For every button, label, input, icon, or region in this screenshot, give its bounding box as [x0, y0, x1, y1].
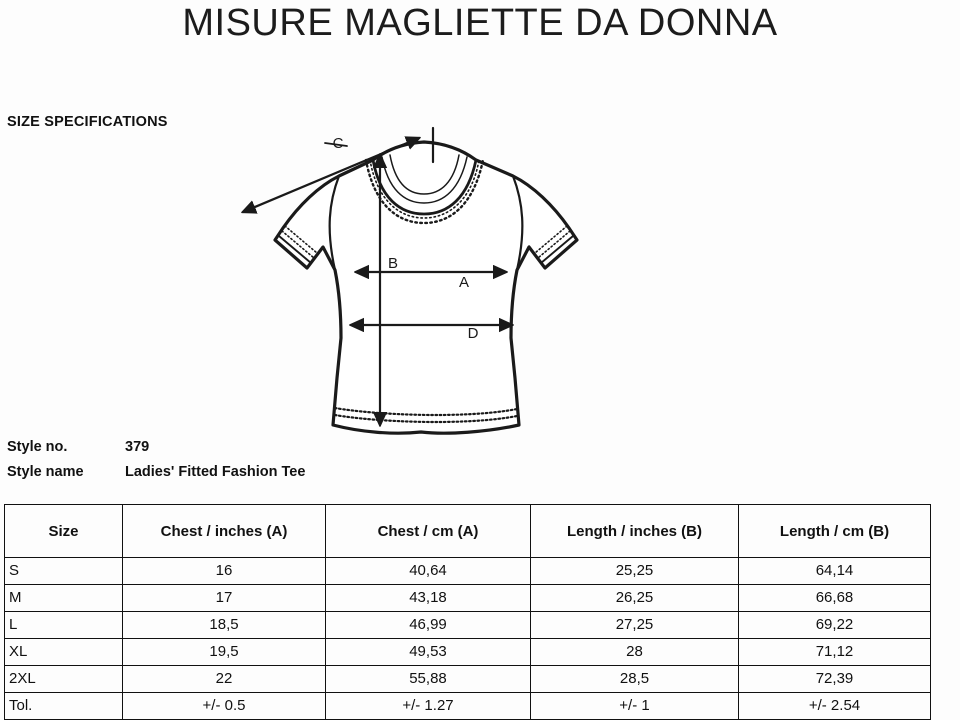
cell-chest-cm: 49,53	[325, 638, 531, 666]
cell-length-cm: 66,68	[738, 584, 931, 612]
cell-chest-cm: 40,64	[325, 557, 531, 585]
section-heading: SIZE SPECIFICATIONS	[7, 114, 168, 130]
cell-chest-cm: 43,18	[325, 584, 531, 612]
cell-chest-cm: 46,99	[325, 611, 531, 639]
cell-chest-cm: +/- 1.27	[325, 692, 531, 720]
cell-chest-in: 22	[122, 665, 326, 693]
bottom-hem-stitch-1	[333, 406, 519, 417]
style-name-label: Style name	[7, 464, 84, 480]
left-cuff-stitch-1	[281, 230, 315, 259]
table-row: L 18,5 46,99 27,25 69,22	[4, 611, 931, 639]
column-header-length-cm: Length / cm (B)	[738, 504, 931, 558]
left-cuff-hem	[278, 235, 312, 264]
table-header-row: Size Chest / inches (A) Chest / cm (A) L…	[4, 504, 931, 558]
tshirt-illustration: A B C D	[225, 126, 579, 435]
cell-chest-in: 17	[122, 584, 326, 612]
column-header-chest-in: Chest / inches (A)	[122, 504, 326, 558]
table-body: S 16 40,64 25,25 64,14 M 17 43,18 26,25 …	[4, 557, 931, 720]
label-a: A	[459, 274, 469, 291]
right-cuff-stitch-1	[537, 230, 571, 259]
measure-line-c	[243, 138, 419, 212]
cell-length-in: +/- 1	[530, 692, 739, 720]
cell-chest-in: 18,5	[122, 611, 326, 639]
cell-length-in: 26,25	[530, 584, 739, 612]
right-armhole-seam	[511, 174, 531, 272]
page-title: MISURE MAGLIETTE DA DONNA	[182, 2, 778, 44]
cell-size: M	[4, 584, 123, 612]
style-info: Style no. 379 Style name Ladies' Fitted …	[7, 435, 305, 485]
style-no-row: Style no. 379	[7, 435, 305, 460]
cell-length-cm: 72,39	[738, 665, 931, 693]
style-no-label: Style no.	[7, 439, 68, 455]
cell-length-cm: 64,14	[738, 557, 931, 585]
cell-length-in: 25,25	[530, 557, 739, 585]
label-c: C	[333, 135, 344, 152]
size-specifications-table: Size Chest / inches (A) Chest / cm (A) L…	[4, 504, 931, 720]
cell-size: 2XL	[4, 665, 123, 693]
cell-size: L	[4, 611, 123, 639]
measure-leader-c	[324, 142, 348, 147]
cell-length-cm: +/- 2.54	[738, 692, 931, 720]
bottom-hem-stitch-2	[333, 413, 519, 424]
label-d: D	[468, 325, 479, 342]
left-cuff-stitch-2	[284, 225, 318, 254]
right-cuff-stitch-2	[534, 225, 568, 254]
table-row: M 17 43,18 26,25 66,68	[4, 584, 931, 612]
column-header-chest-cm: Chest / cm (A)	[325, 504, 531, 558]
cell-size: Tol.	[4, 692, 123, 720]
cell-chest-in: 16	[122, 557, 326, 585]
cell-length-cm: 71,12	[738, 638, 931, 666]
table-row: S 16 40,64 25,25 64,14	[4, 557, 931, 585]
table-row: XL 19,5 49,53 28 71,12	[4, 638, 931, 666]
style-name-row: Style name Ladies' Fitted Fashion Tee	[7, 460, 305, 485]
right-cuff-hem	[540, 235, 574, 264]
cell-length-in: 28,5	[530, 665, 739, 693]
table-row: 2XL 22 55,88 28,5 72,39	[4, 665, 931, 693]
garment-diagram: A B C D	[225, 110, 625, 445]
table-header: Size Chest / inches (A) Chest / cm (A) L…	[4, 504, 931, 558]
style-name-value: Ladies' Fitted Fashion Tee	[125, 464, 306, 480]
label-b: B	[388, 255, 398, 272]
cell-length-in: 27,25	[530, 611, 739, 639]
tshirt-outline	[273, 140, 579, 435]
cell-size: S	[4, 557, 123, 585]
column-header-length-in: Length / inches (B)	[530, 504, 739, 558]
cell-chest-in: 19,5	[122, 638, 326, 666]
cell-length-cm: 69,22	[738, 611, 931, 639]
column-header-size: Size	[4, 504, 123, 558]
cell-size: XL	[4, 638, 123, 666]
cell-chest-in: +/- 0.5	[122, 692, 326, 720]
cell-length-in: 28	[530, 638, 739, 666]
style-no-value: 379	[125, 439, 150, 455]
table-row: Tol. +/- 0.5 +/- 1.27 +/- 1 +/- 2.54	[4, 692, 931, 720]
cell-chest-cm: 55,88	[325, 665, 531, 693]
